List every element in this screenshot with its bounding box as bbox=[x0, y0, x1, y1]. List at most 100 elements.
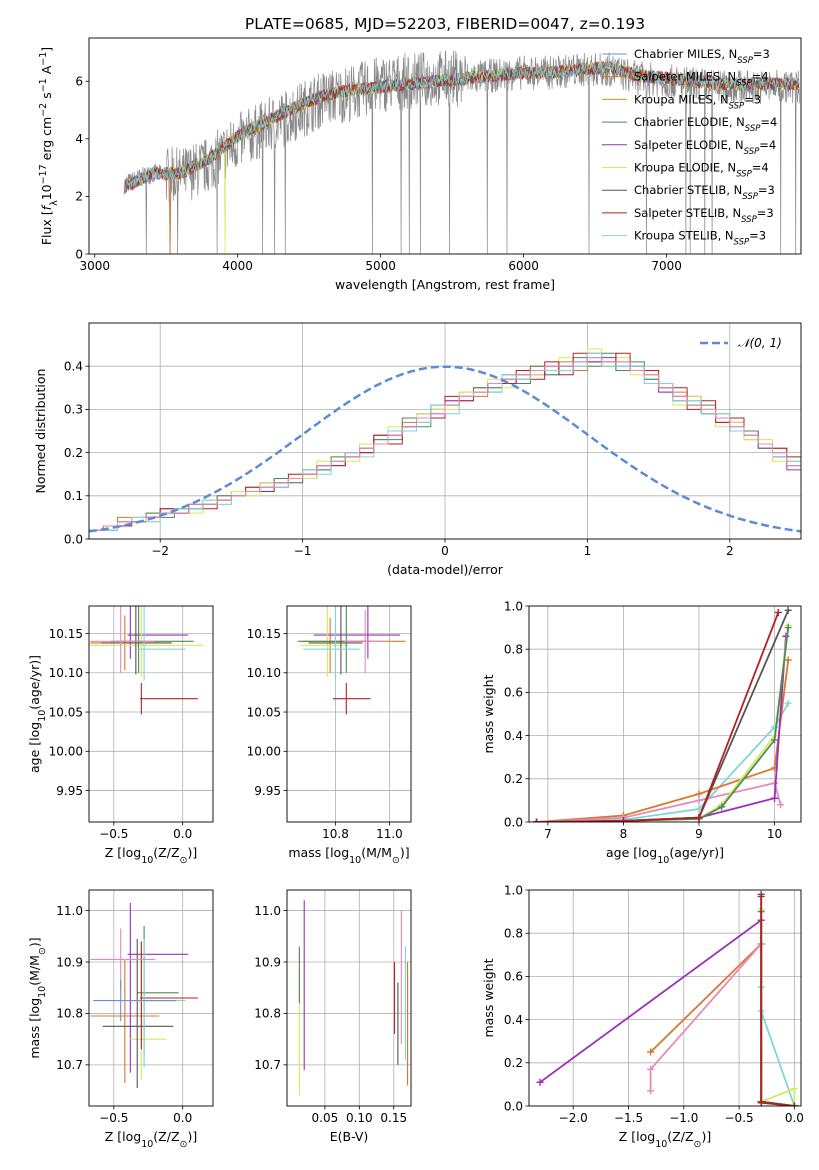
errorbar-point-7 bbox=[137, 938, 186, 1068]
x-tick-label: 11.0 bbox=[376, 827, 403, 841]
errorbar-point-2 bbox=[127, 606, 189, 659]
errorbar-point-4 bbox=[137, 926, 179, 1055]
errorbar-point-6 bbox=[139, 682, 198, 715]
label-part: A bbox=[39, 65, 54, 78]
x-tick-label: 9 bbox=[695, 827, 703, 841]
errorbar-point-2 bbox=[313, 606, 401, 659]
legend-entry: Chabrier ELODIE, NSSP=4 bbox=[634, 115, 777, 134]
legend: 𝒩(0, 1) bbox=[700, 336, 782, 350]
x-tick-label: 7000 bbox=[651, 259, 682, 273]
plot-area bbox=[89, 606, 213, 822]
y-tick-label: 0.0 bbox=[504, 815, 523, 829]
gridlines bbox=[89, 323, 801, 539]
weight-line-8 bbox=[760, 896, 795, 1106]
y-axis-label: Flux [fλ10−17 erg cm−2 s−1 A−1] bbox=[38, 47, 60, 245]
legend-entry: Kroupa STELIB, NSSP=3 bbox=[634, 229, 766, 248]
y-tick-label: 0.2 bbox=[504, 772, 523, 786]
y-tick-label: 1.0 bbox=[504, 599, 523, 613]
label-part: (age/yr)] bbox=[669, 845, 724, 860]
errorbar-point-3 bbox=[300, 606, 347, 677]
legend-subscript: SSP bbox=[744, 147, 760, 157]
legend-name: Chabrier ELODIE, N bbox=[634, 115, 745, 129]
x-axis-label: Z [log10(Z/Z⊙)] bbox=[619, 1129, 712, 1150]
label-part: (Z/Z bbox=[153, 1129, 179, 1144]
label-part: erg cm bbox=[39, 117, 54, 165]
x-tick-label: 0.10 bbox=[346, 1111, 373, 1125]
label-part: )] bbox=[400, 845, 410, 860]
axes-frame bbox=[286, 605, 412, 823]
weight-marker bbox=[790, 1085, 798, 1093]
y-tick-label: 0.4 bbox=[504, 1013, 523, 1027]
x-tick-label: 8 bbox=[620, 827, 628, 841]
label-part: )] bbox=[187, 1129, 197, 1144]
y-tick-label: 10.15 bbox=[49, 627, 83, 641]
y-tick-label: 10.05 bbox=[49, 705, 83, 719]
legend-suffix: =4 bbox=[752, 70, 769, 84]
legend-name: Salpeter MILES, N bbox=[634, 70, 736, 84]
errorbar-point-6 bbox=[139, 941, 198, 1050]
legend-subscript: SSP bbox=[741, 215, 757, 225]
gridlines bbox=[89, 606, 213, 822]
y-tick-label: 11.0 bbox=[56, 904, 83, 918]
label-part: age [log bbox=[606, 845, 657, 860]
legend-name: Kroupa ELODIE, N bbox=[634, 161, 736, 175]
y-tick-label: 10.15 bbox=[247, 627, 281, 641]
panel-spectrum: 3000 4000 5000 6000 7000 0 2 4 6 wavelength [Angs… bbox=[38, 37, 802, 292]
weight-line-4 bbox=[760, 987, 796, 1106]
x-tick-label: 0.0 bbox=[173, 827, 192, 841]
label-part: Z [log bbox=[619, 1129, 655, 1144]
plot-area bbox=[123, 50, 800, 254]
weight-marker bbox=[757, 1099, 765, 1106]
errorbar-point-2 bbox=[127, 902, 189, 1073]
weight-marker bbox=[695, 796, 703, 804]
weight-line-5 bbox=[536, 625, 790, 822]
weight-line-7 bbox=[536, 609, 790, 822]
legend-subscript: SSP bbox=[745, 124, 761, 134]
label-part: ] bbox=[39, 47, 54, 52]
gridlines bbox=[529, 606, 801, 822]
axes-frame bbox=[528, 889, 802, 1107]
label-subscript: 10 bbox=[141, 855, 153, 866]
weight-marker bbox=[647, 1087, 655, 1095]
label-part: )] bbox=[27, 937, 42, 947]
weight-marker bbox=[533, 818, 541, 822]
legend-subscript: SSP bbox=[729, 101, 745, 111]
label-subscript: 10 bbox=[655, 1139, 667, 1150]
panel-mass-vs-EBV: 0.05 0.10 0.15 10.7 10.8 10.9 11.0 E(B-V) bbox=[254, 889, 412, 1144]
legend-entry: Chabrier STELIB, NSSP=3 bbox=[634, 183, 775, 202]
y-tick-label: 0.4 bbox=[504, 729, 523, 743]
weight-marker bbox=[647, 1048, 655, 1056]
errorbar-point-8 bbox=[90, 606, 156, 673]
label-part: Z [log bbox=[105, 845, 141, 860]
plot-area bbox=[529, 606, 801, 822]
label-part: f bbox=[39, 204, 54, 210]
label-subscript: 10 bbox=[657, 855, 669, 866]
label-part: )] bbox=[701, 1129, 711, 1144]
label-subscript: λ bbox=[49, 200, 60, 206]
y-tick-label: 9.95 bbox=[254, 784, 281, 798]
errorbar-point-3 bbox=[89, 606, 204, 677]
histogram-6 bbox=[89, 352, 801, 531]
y-axis-label: mass weight bbox=[481, 958, 496, 1037]
label-superscript: −1 bbox=[38, 52, 49, 66]
label-part: )] bbox=[187, 845, 197, 860]
plot-area bbox=[89, 323, 801, 539]
weight-marker bbox=[536, 1078, 544, 1086]
label-part: s bbox=[39, 92, 54, 103]
label-subscript: 10 bbox=[349, 855, 361, 866]
y-tick-label: 10.05 bbox=[247, 705, 281, 719]
label-subscript: ⊙ bbox=[392, 855, 400, 866]
legend-suffix: =4 bbox=[752, 161, 769, 175]
gridlines bbox=[287, 890, 411, 1106]
label-part: 10 bbox=[39, 184, 54, 200]
x-tick-label: 0.15 bbox=[380, 1111, 407, 1125]
errorbar-point-1 bbox=[90, 959, 160, 1083]
x-axis-label: Z [log10(Z/Z⊙)] bbox=[105, 1129, 198, 1150]
weight-marker bbox=[771, 736, 779, 744]
model-line-9 bbox=[124, 60, 800, 194]
y-tick-label: 10.7 bbox=[56, 1058, 83, 1072]
x-tick-label: 1 bbox=[584, 544, 592, 558]
x-tick-label: −1 bbox=[294, 544, 312, 558]
errorbar-point-7 bbox=[303, 606, 360, 681]
axes-frame bbox=[88, 889, 214, 1107]
